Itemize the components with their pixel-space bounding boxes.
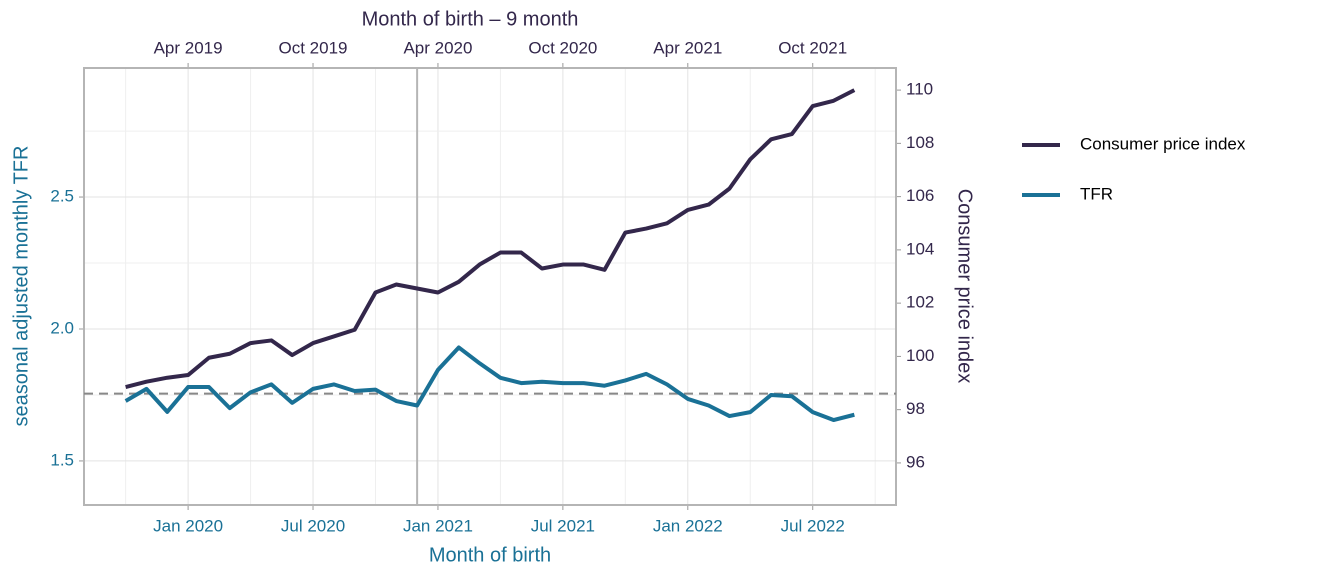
legend-label: TFR bbox=[1080, 184, 1113, 203]
y2-tick-label: 102 bbox=[906, 293, 934, 312]
x2-tick-label: Oct 2019 bbox=[279, 38, 348, 57]
series-line bbox=[125, 88, 856, 389]
y-tick-label: 2.0 bbox=[50, 318, 74, 337]
series-line bbox=[124, 345, 855, 423]
y2-tick-label: 104 bbox=[906, 239, 934, 258]
x-tick-label: Jan 2021 bbox=[403, 516, 473, 535]
y-tick-label: 2.5 bbox=[50, 187, 74, 206]
x-tick-label: Jan 2020 bbox=[153, 516, 223, 535]
x2-title: Month of birth – 9 month bbox=[362, 8, 579, 30]
y2-tick-label: 96 bbox=[906, 452, 925, 471]
y-tick-label: 1.5 bbox=[50, 450, 74, 469]
x-tick-label: Jan 2022 bbox=[653, 516, 723, 535]
x2-tick-label: Apr 2020 bbox=[403, 38, 472, 57]
y2-tick-label: 98 bbox=[906, 399, 925, 418]
y2-tick-label: 106 bbox=[906, 186, 934, 205]
y2-title: Consumer price index bbox=[954, 189, 976, 384]
grid bbox=[84, 68, 896, 505]
x-title: Month of birth bbox=[429, 544, 551, 566]
y-title: seasonal adjusted monthly TFR bbox=[10, 146, 32, 427]
x2-tick-label: Apr 2021 bbox=[653, 38, 722, 57]
x2-tick-label: Apr 2019 bbox=[154, 38, 223, 57]
y2-tick-label: 110 bbox=[906, 80, 933, 99]
x-tick-label: Jul 2022 bbox=[781, 516, 845, 535]
y2-tick-label: 100 bbox=[906, 346, 934, 365]
y2-tick-label: 108 bbox=[906, 133, 934, 152]
plot-frame bbox=[83, 67, 897, 506]
legend-label: Consumer price index bbox=[1080, 134, 1246, 153]
x2-tick-label: Oct 2020 bbox=[528, 38, 597, 57]
x-tick-label: Jul 2020 bbox=[281, 516, 345, 535]
x-tick-label: Jul 2021 bbox=[531, 516, 595, 535]
x2-tick-label: Oct 2021 bbox=[778, 38, 847, 57]
